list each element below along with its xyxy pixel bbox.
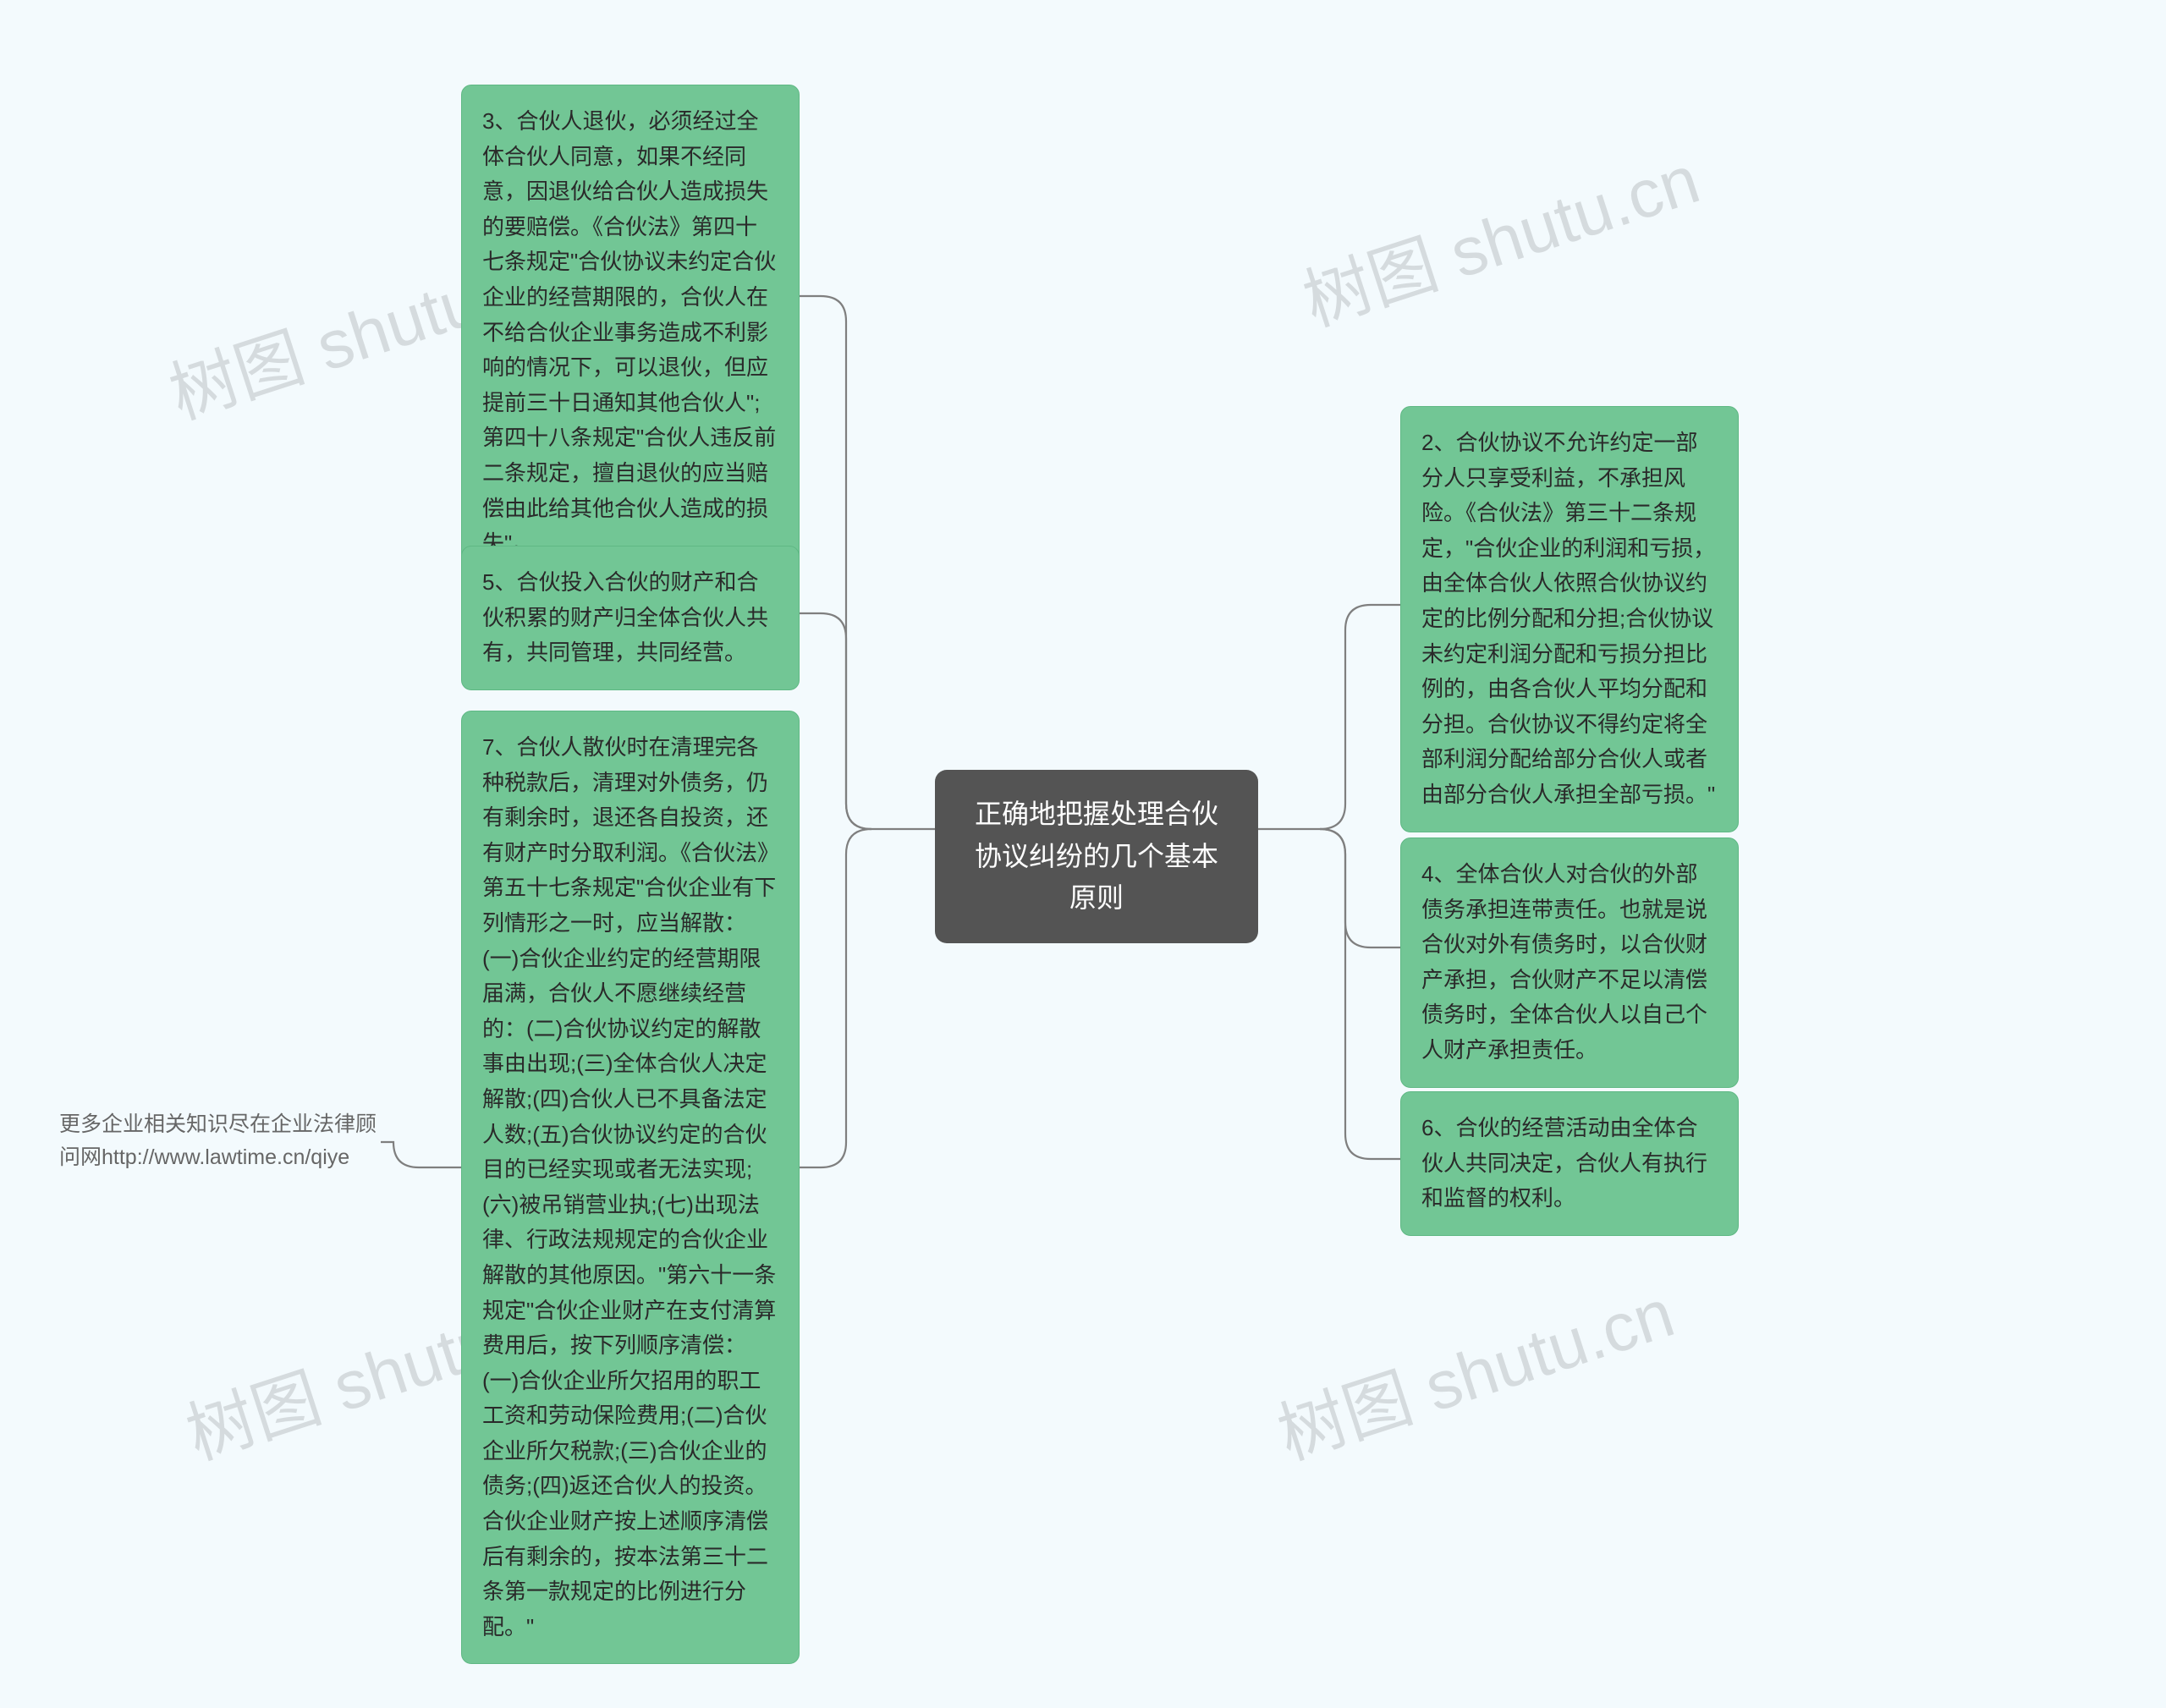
connector-left-1 bbox=[800, 296, 871, 829]
branch-node-right-6[interactable]: 6、合伙的经营活动由全体合伙人共同决定，合伙人有执行和监督的权利。 bbox=[1400, 1091, 1739, 1236]
connector-left-3 bbox=[800, 829, 871, 1167]
connector-right-1 bbox=[1320, 605, 1400, 829]
branch-node-left-5[interactable]: 5、合伙投入合伙的财产和合伙积累的财产归全体合伙人共有，共同管理，共同经营。 bbox=[461, 546, 800, 690]
connector-left-2 bbox=[800, 613, 871, 829]
branch-node-right-4[interactable]: 4、全体合伙人对合伙的外部债务承担连带责任。也就是说合伙对外有债务时，以合伙财产… bbox=[1400, 838, 1739, 1088]
watermark: 树图 shutu.cn bbox=[1289, 125, 1710, 345]
leaf-node-source[interactable]: 更多企业相关知识尽在企业法律顾问网http://www.lawtime.cn/q… bbox=[59, 1108, 381, 1174]
connector-right-3 bbox=[1320, 829, 1400, 1159]
branch-node-right-2[interactable]: 2、合伙协议不允许约定一部分人只享受利益，不承担风险。《合伙法》第三十二条规定，… bbox=[1400, 406, 1739, 832]
connector-leaf bbox=[381, 1142, 461, 1167]
branch-node-left-7[interactable]: 7、合伙人散伙时在清理完各种税款后，清理对外债务，仍有剩余时，退还各自投资，还有… bbox=[461, 711, 800, 1664]
connector-right-2 bbox=[1320, 829, 1400, 947]
center-node[interactable]: 正确地把握处理合伙协议纠纷的几个基本原则 bbox=[935, 770, 1258, 943]
branch-node-left-3[interactable]: 3、合伙人退伙，必须经过全体合伙人同意，如果不经同意，因退伙给合伙人造成损失的要… bbox=[461, 85, 800, 581]
watermark: 树图 shutu.cn bbox=[1264, 1259, 1685, 1479]
mindmap-canvas: 树图 shutu.cn 树图 shutu.cn 树图 shutu.cn 树图 s… bbox=[0, 0, 2166, 1708]
